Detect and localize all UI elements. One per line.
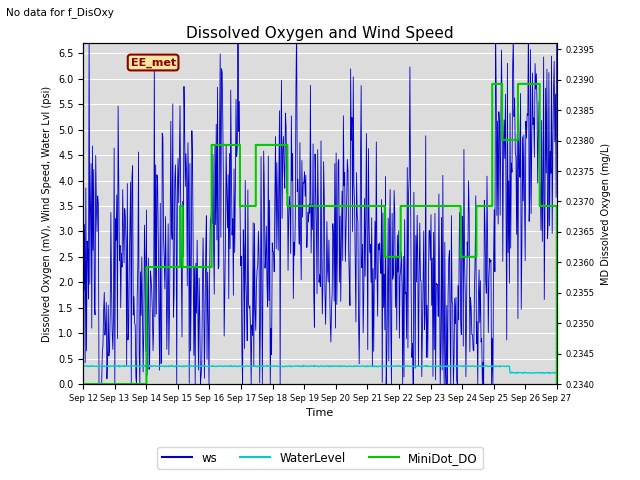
Legend: ws, WaterLevel, MiniDot_DO: ws, WaterLevel, MiniDot_DO — [157, 447, 483, 469]
Y-axis label: Dissolved Oxygen (mV), Wind Speed, Water Lvl (psi): Dissolved Oxygen (mV), Wind Speed, Water… — [42, 85, 52, 342]
X-axis label: Time: Time — [307, 408, 333, 418]
Text: EE_met: EE_met — [131, 57, 176, 68]
Title: Dissolved Oxygen and Wind Speed: Dissolved Oxygen and Wind Speed — [186, 25, 454, 41]
Y-axis label: MD Dissolved Oxygen (mg/L): MD Dissolved Oxygen (mg/L) — [600, 143, 611, 285]
Text: No data for f_DisOxy: No data for f_DisOxy — [6, 7, 115, 18]
